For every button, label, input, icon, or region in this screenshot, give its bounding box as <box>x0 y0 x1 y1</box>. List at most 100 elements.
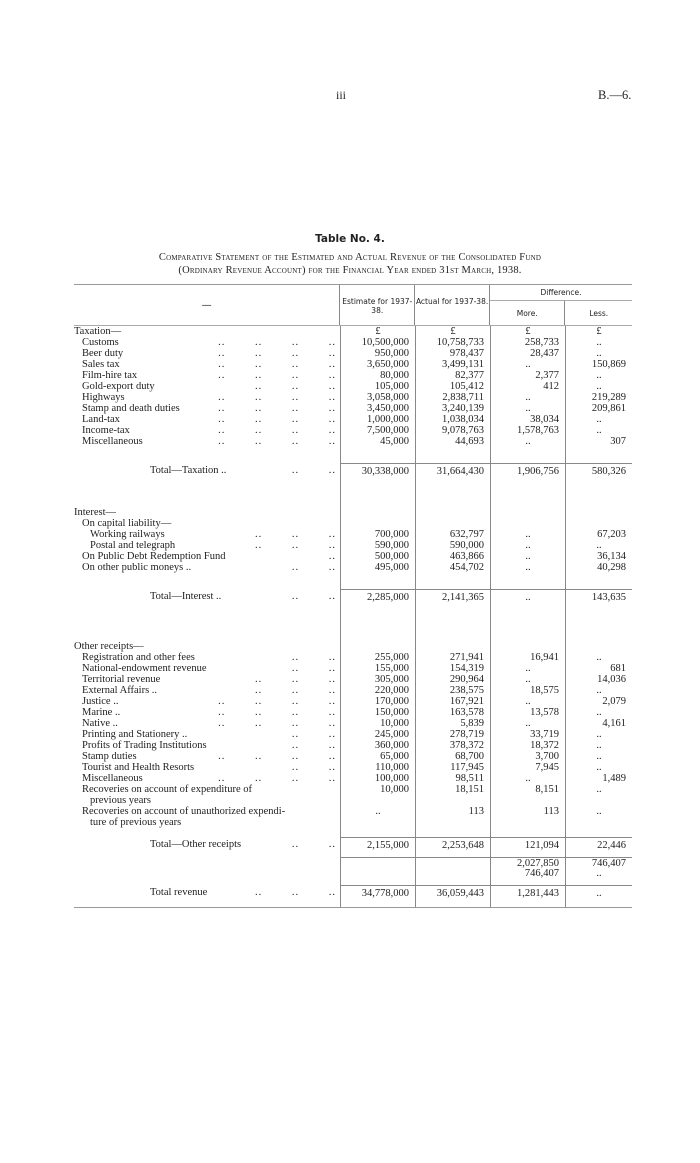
table-row: Working railways .. .. .. 700,000 632,797..… <box>74 529 632 540</box>
cell-more: 18,575 <box>490 685 565 696</box>
dot-leader: .. .. <box>291 762 336 773</box>
cell-actual: £ <box>415 326 490 337</box>
row-label-cell: Highways .. .. .. .. <box>74 392 340 403</box>
cell-less: 150,869 <box>565 359 632 370</box>
cell-actual: 82,377 <box>415 370 490 381</box>
row-label-cell: Stamp duties .. .. .. .. <box>74 751 340 762</box>
cell-more: 38,034 <box>490 414 565 425</box>
cell-estimate: 170,000 <box>340 696 415 707</box>
column-rule <box>565 477 632 507</box>
cell-less: 36,134 <box>565 551 632 562</box>
cell-actual: 271,941 <box>415 652 490 663</box>
table-row: National-endowment revenue .. .. 155,000 15… <box>74 663 632 674</box>
dot-leader: .. .. .. .. <box>218 392 336 403</box>
cell-actual: 105,412 <box>415 381 490 392</box>
row-label: Total revenue <box>150 887 208 898</box>
cell-less: .. <box>565 740 632 751</box>
cell-more: .. <box>490 718 565 729</box>
column-rule <box>415 851 490 857</box>
column-rule <box>340 879 415 885</box>
cell-estimate: .. <box>340 806 415 817</box>
cell-more <box>490 817 565 828</box>
column-rule <box>340 851 415 857</box>
dot-leader: .. .. <box>291 740 336 751</box>
dot-leader: .. .. .. .. <box>218 370 336 381</box>
cell-estimate: 500,000 <box>340 551 415 562</box>
table-row: Territorial revenue .. .. .. 305,000 290,96… <box>74 674 632 685</box>
dot-leader: .. .. .. .. <box>218 751 336 762</box>
row-label: Working railways <box>90 529 165 540</box>
row-label: Total—Other receipts <box>150 839 242 850</box>
row-label-cell: Gold-export duty .. .. .. <box>74 381 340 392</box>
row-label-cell: On capital liability— <box>74 518 340 529</box>
row-label: Beer duty <box>82 348 124 359</box>
cell-estimate: 105,000 <box>340 381 415 392</box>
total-row: Total—Other receipts .. .. 2,155,000 2,253,… <box>74 837 632 851</box>
column-rule <box>415 447 490 463</box>
row-label: Film-hire tax <box>82 370 138 381</box>
cell-actual <box>415 641 490 652</box>
cell-actual: 154,319 <box>415 663 490 674</box>
header-less: Less. <box>564 301 632 325</box>
table-row: Highways .. .. .. .. 3,058,000 2,838,711.. 2… <box>74 392 632 403</box>
row-label: Stamp and death duties <box>82 403 180 414</box>
column-rule <box>340 573 415 589</box>
row-label: Taxation— <box>74 326 122 337</box>
cell-actual <box>415 795 490 806</box>
cell-estimate: 100,000 <box>340 773 415 784</box>
row-label: Miscellaneous <box>82 773 143 784</box>
cell-less: £ <box>565 326 632 337</box>
cell-estimate: 3,450,000 <box>340 403 415 414</box>
cell-more: .. <box>490 663 565 674</box>
row-label-cell: Sales tax .. .. .. .. <box>74 359 340 370</box>
row-label-cell: Total—Other receipts .. .. <box>74 837 340 851</box>
row-label-cell: Native .. .. .. .. .. <box>74 718 340 729</box>
row-label-cell: Miscellaneous .. .. .. .. <box>74 773 340 784</box>
column-rule <box>490 447 565 463</box>
dot-leader: .. .. .. <box>255 887 336 898</box>
cell-less: .. <box>565 540 632 551</box>
cell-less: .. <box>565 729 632 740</box>
cell-estimate: 2,155,000 <box>340 837 415 851</box>
row-label: Recoveries on account of expenditure of <box>82 784 252 795</box>
column-rule <box>415 477 490 507</box>
column-rule <box>74 603 340 641</box>
cell-less: 681 <box>565 663 632 674</box>
row-label-cell: National-endowment revenue .. .. <box>74 663 340 674</box>
table-row: Interest— <box>74 507 632 518</box>
column-rule <box>74 828 340 837</box>
cell-actual: 36,059,443 <box>415 885 490 899</box>
row-label: Miscellaneous <box>82 436 143 447</box>
row-label: On other public moneys .. <box>82 562 192 573</box>
cell-less <box>565 795 632 806</box>
table-row: On Public Debt Redemption Fund.. 500,000 4… <box>74 551 632 562</box>
dot-leader: .. .. <box>291 839 336 850</box>
cell-more: .. <box>490 403 565 414</box>
row-label: National-endowment revenue <box>82 663 207 674</box>
cell-actual: 238,575 <box>415 685 490 696</box>
cell-actual: 454,702 <box>415 562 490 573</box>
table-title: Table No. 4. <box>315 233 385 245</box>
table-row: Stamp and death duties .. .. .. .. 3,450,0… <box>74 403 632 414</box>
revenue-table: — Estimate for 1937-38. Actual for 1937-… <box>74 284 633 908</box>
row-label: Other receipts— <box>74 641 144 652</box>
cell-less: .. <box>565 751 632 762</box>
cell-estimate: 950,000 <box>340 348 415 359</box>
cell-estimate: 34,778,000 <box>340 885 415 899</box>
table-row: Marine .. .. .. .. .. 150,000 163,578 13,578… <box>74 707 632 718</box>
cell-estimate: 80,000 <box>340 370 415 381</box>
cell-less <box>565 817 632 828</box>
row-label: Profits of Trading Institutions <box>82 740 207 751</box>
cell-actual: 98,511 <box>415 773 490 784</box>
table-row: Miscellaneous .. .. .. .. 100,000 98,511.. 1… <box>74 773 632 784</box>
row-label-cell: Territorial revenue .. .. .. <box>74 674 340 685</box>
table-row: Justice .. .. .. .. .. 170,000 167,921.. 2,0… <box>74 696 632 707</box>
row-label-cell: Total—Interest .. .. .. <box>74 589 340 603</box>
column-rule <box>490 828 565 837</box>
table-row: Tourist and Health Resorts .. .. 110,000 11… <box>74 762 632 773</box>
cell-actual <box>415 817 490 828</box>
row-label-cell: Total—Taxation .. .. .. <box>74 463 340 477</box>
cell-less: .. <box>565 381 632 392</box>
header-estimate: Estimate for 1937-38. <box>339 285 414 325</box>
row-label-cell: Printing and Stationery .. .. .. <box>74 729 340 740</box>
